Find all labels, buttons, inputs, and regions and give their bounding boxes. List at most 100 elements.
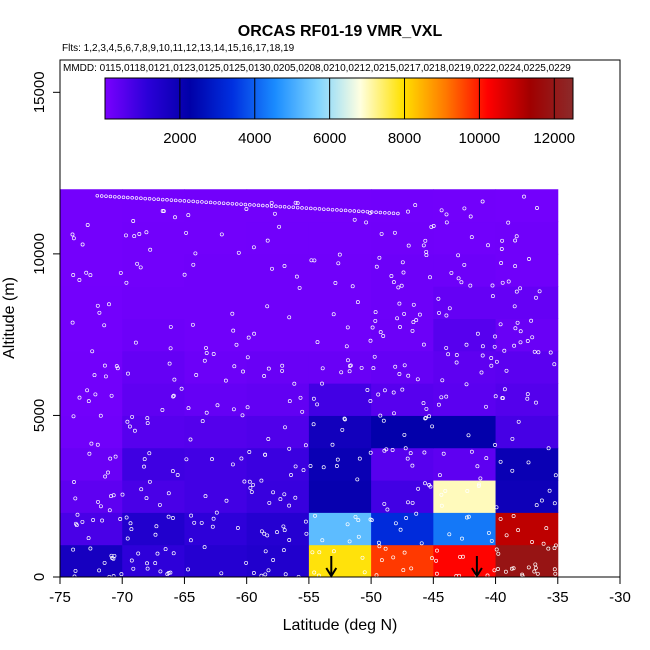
sample-point [447, 306, 452, 311]
sample-point [160, 197, 165, 202]
sample-point [71, 273, 76, 277]
sample-point [382, 388, 387, 393]
sample-point [486, 530, 491, 535]
sample-point [131, 566, 136, 571]
heat-cell-4-3 [246, 415, 310, 449]
sample-point [192, 520, 197, 525]
sample-point [493, 334, 497, 339]
sample-point [427, 414, 432, 419]
heat-cell-11-5 [371, 189, 434, 223]
sample-point [287, 503, 292, 508]
dates-label: MMDD: 0115,0118,0121,0123,0125,0125,0130… [63, 63, 571, 74]
heat-cell-5-1 [122, 383, 185, 416]
x-tick-label: -60 [236, 589, 258, 606]
sample-point [506, 279, 511, 284]
sample-point [468, 214, 473, 219]
sample-point [171, 551, 176, 556]
sample-point [454, 353, 459, 357]
sample-point [393, 364, 398, 369]
sample-point [193, 251, 198, 256]
sample-point [120, 492, 125, 497]
sample-point [444, 212, 449, 217]
sample-point [263, 452, 268, 457]
sample-point [397, 372, 402, 376]
sample-point [118, 270, 123, 275]
sample-point [271, 558, 276, 562]
heat-cell-8-2 [184, 286, 248, 319]
sample-point [317, 550, 322, 555]
sample-point [156, 197, 161, 202]
colorbar [104, 77, 574, 120]
sample-point [534, 295, 538, 300]
sample-point [369, 210, 374, 214]
sample-point [272, 211, 277, 216]
sample-point [129, 558, 134, 563]
sample-point [378, 413, 383, 418]
sample-point [514, 289, 519, 294]
sample-point [75, 512, 80, 517]
sample-point [275, 530, 279, 535]
sample-point [539, 498, 544, 503]
sample-point [489, 538, 494, 543]
sample-point [265, 304, 270, 309]
sample-point [486, 243, 490, 248]
sample-point [282, 264, 287, 268]
sample-point [142, 464, 146, 469]
sample-point [532, 569, 537, 574]
sample-point [402, 432, 407, 437]
sample-point [532, 349, 537, 354]
sample-point [475, 464, 480, 469]
sample-point [153, 532, 158, 537]
sample-point [548, 350, 553, 355]
sample-point [263, 549, 268, 554]
sample-point [106, 470, 110, 475]
sample-point [104, 194, 108, 198]
sample-point [187, 199, 191, 203]
sample-point [304, 206, 309, 210]
sample-point [152, 197, 156, 201]
sample-point [348, 208, 352, 213]
sample-point [515, 320, 520, 325]
heat-cell-4-2 [184, 415, 248, 449]
sample-point [313, 513, 317, 518]
sample-point [331, 312, 336, 317]
x-tick-label: -50 [360, 589, 382, 606]
sample-point [298, 395, 303, 400]
heat-cell-6-6 [433, 350, 497, 384]
sample-point [282, 528, 287, 533]
heat-cell-10-7 [495, 221, 559, 255]
sample-point [211, 352, 216, 356]
sample-point [210, 457, 214, 462]
sample-point [535, 571, 540, 576]
colorbar-tick-label: 10000 [459, 130, 501, 147]
sample-point [370, 325, 375, 330]
sample-point [511, 514, 516, 518]
sample-point [376, 392, 381, 397]
sample-point [204, 410, 209, 415]
sample-point [129, 527, 134, 532]
sample-point [80, 519, 85, 524]
sample-point [393, 521, 398, 526]
sample-point [145, 561, 149, 566]
heat-cell-3-5 [371, 447, 434, 481]
sample-point [127, 424, 132, 429]
sample-point [410, 463, 415, 468]
sample-point [547, 488, 552, 493]
sample-point [266, 437, 271, 441]
sample-point [145, 416, 150, 421]
sample-point [144, 496, 149, 501]
sample-point [516, 419, 521, 424]
y-tick-label: 0 [31, 573, 48, 581]
sample-point [71, 547, 76, 552]
heat-cell-10-2 [184, 221, 248, 255]
sample-point [435, 548, 439, 553]
sample-point [330, 442, 335, 447]
sample-point [262, 531, 267, 536]
heat-cell-7-0 [60, 318, 123, 352]
heat-cell-1-4 [308, 512, 372, 546]
sample-point [537, 289, 542, 294]
sample-point [509, 566, 514, 571]
heat-cell-11-0 [60, 189, 123, 223]
heat-cell-6-5 [371, 350, 434, 384]
sample-point [476, 484, 481, 488]
